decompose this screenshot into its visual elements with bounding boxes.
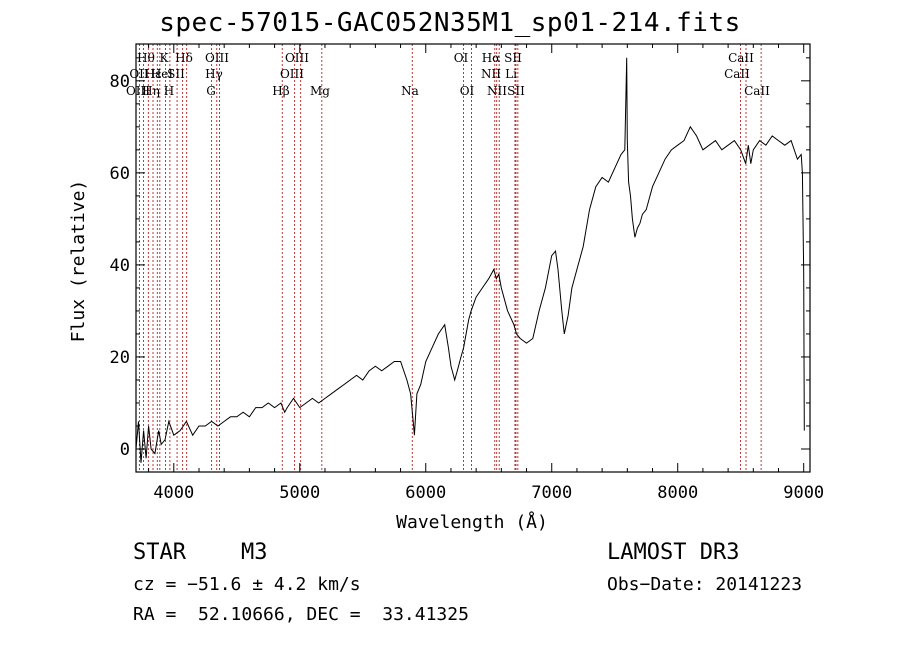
line-label: Hε [145,67,162,81]
x-tick-label: 9000 [783,483,824,503]
line-label: OII [129,67,149,81]
line-label: Hγ [205,67,223,81]
spectral-line-markers [138,44,762,472]
line-label: OIII [205,51,229,65]
line-label: NII [481,67,501,81]
line-label: CaII [728,51,754,65]
line-label: HeI [151,67,174,81]
line-label: SII [504,51,522,65]
y-tick-label: 0 [120,440,130,460]
line-label: OI [454,51,469,65]
line-label: OIII [285,51,309,65]
coordinates: RA = 52.10666, DEC = 33.41325 [133,604,469,625]
spectrum-line [135,57,805,463]
line-label: Hα [482,51,501,65]
object-class: STAR [133,540,186,565]
line-label: K [160,51,170,65]
line-label: Hθ [137,51,155,65]
y-axis-label: Flux (relative) [68,180,89,343]
line-label: SII [507,84,525,98]
line-label: Li [505,67,517,81]
line-label: Mg [310,84,330,98]
y-tick-label: 20 [110,348,130,368]
redshift-info: cz = −51.6 ± 4.2 km/s [133,574,361,595]
axis-ticks: 4000 5000 6000 7000 8000 9000 0 20 40 60 80 [110,44,824,503]
line-label: OI [460,84,475,98]
object-subclass: M3 [241,540,268,565]
survey-name: LAMOST DR3 [607,540,740,565]
line-label: NII [487,84,507,98]
x-axis-label: Wavelength (Å) [396,511,548,533]
line-label: SII [167,67,185,81]
x-tick-label: 7000 [531,483,572,503]
x-tick-label: 5000 [279,483,320,503]
x-tick-label: 4000 [153,483,194,503]
line-label: H [164,84,174,98]
line-label: Hδ [175,51,193,65]
line-label: Hη [142,84,160,98]
y-tick-label: 40 [110,256,130,276]
obs-date: Obs−Date: 20141223 [607,574,803,595]
plot-frame [135,43,811,473]
line-label: Hβ [272,84,289,98]
line-label: CaII [724,67,750,81]
line-label: G [206,84,216,98]
line-label: OIII [126,84,150,98]
line-label: OIII [280,67,304,81]
chart-title: spec-57015-GAC052N35M1_sp01-214.fits [159,8,741,38]
x-tick-label: 6000 [405,483,446,503]
x-tick-label: 8000 [657,483,698,503]
line-label: CaII [744,84,770,98]
y-tick-label: 60 [110,164,130,184]
line-label: Na [401,84,419,98]
y-tick-label: 80 [110,72,130,92]
